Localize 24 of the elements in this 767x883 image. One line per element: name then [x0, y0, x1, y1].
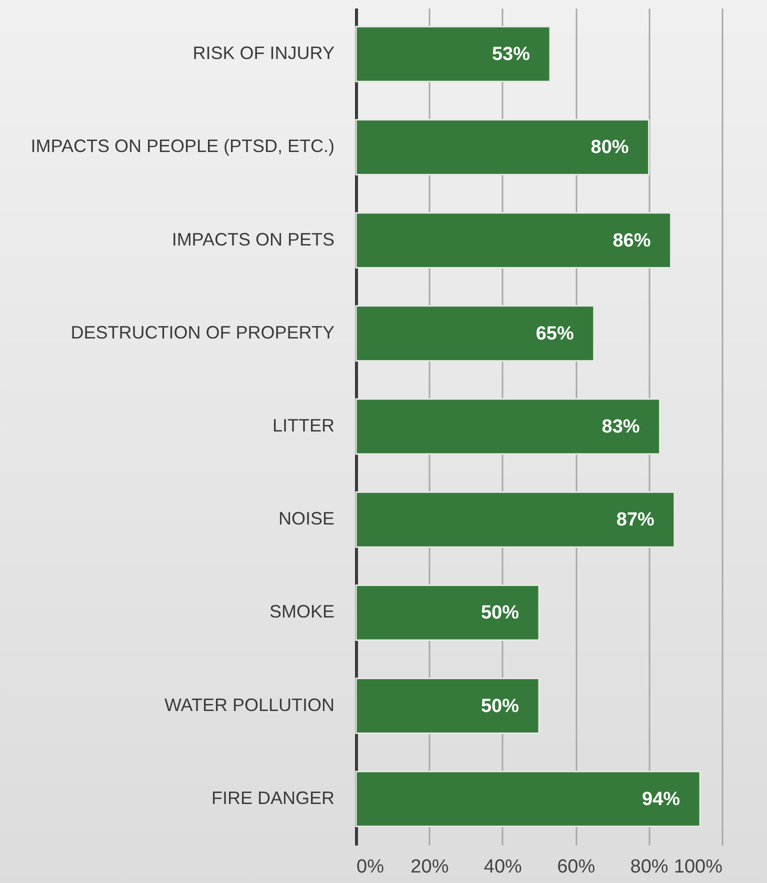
data-label: 86%: [612, 230, 651, 252]
data-label: 87%: [616, 510, 655, 531]
y-tick-label: DESTRUCTION OF PROPERTY: [70, 322, 334, 342]
y-tick-label: IMPACTS ON PEOPLE (PTSD, ETC.): [30, 136, 334, 156]
x-tick-label: 100%: [674, 856, 723, 878]
x-tick-label: 0%: [356, 856, 384, 878]
y-tick-label: IMPACTS ON PETS: [172, 229, 334, 250]
data-label: 50%: [480, 602, 520, 624]
x-tick-label: 20%: [410, 856, 449, 878]
data-label: 53%: [492, 44, 530, 66]
y-tick-label: WATER POLLUTION: [164, 694, 334, 715]
data-label: 83%: [602, 416, 640, 438]
y-tick-label: RISK OF INJURY: [192, 43, 334, 64]
y-tick-label: LITTER: [272, 416, 334, 436]
data-label: 50%: [480, 696, 520, 717]
data-label: 94%: [642, 788, 680, 810]
data-label: 65%: [536, 323, 574, 344]
x-tick-label: 80%: [630, 856, 668, 878]
x-tick-label: 40%: [484, 856, 522, 878]
y-tick-label: FIRE DANGER: [211, 788, 334, 808]
x-tick-label: 60%: [557, 856, 596, 878]
data-label: 80%: [590, 137, 629, 158]
y-tick-label: NOISE: [278, 508, 334, 529]
y-tick-label: SMOKE: [269, 602, 334, 622]
